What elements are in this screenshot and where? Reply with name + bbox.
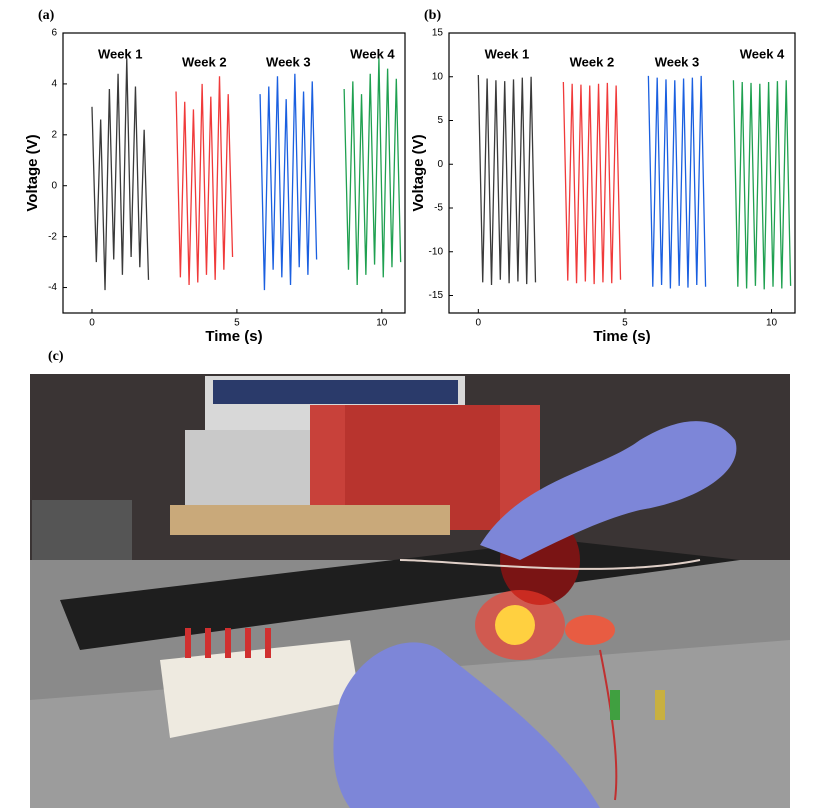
series-label: Week 1 <box>98 46 143 61</box>
signal-line <box>343 58 402 286</box>
signal-line <box>647 75 707 289</box>
signal-line <box>562 81 622 285</box>
series-label: Week 1 <box>485 46 530 61</box>
x-tick-label: 10 <box>376 318 388 329</box>
y-tick-label: -2 <box>48 231 57 242</box>
series-label: Week 3 <box>266 54 311 69</box>
y-tick-label: -10 <box>429 246 444 257</box>
y-tick-label: 2 <box>51 129 57 140</box>
x-axis-label: Time (s) <box>593 328 650 345</box>
series-label: Week 2 <box>182 54 227 69</box>
signal-line <box>259 73 318 291</box>
y-tick-label: 0 <box>51 180 57 191</box>
y-tick-label: 4 <box>51 79 57 90</box>
series-label: Week 2 <box>570 54 615 69</box>
x-tick-label: 10 <box>766 318 778 329</box>
signal-line <box>732 80 792 290</box>
y-tick-label: -5 <box>434 203 443 214</box>
y-tick-label: 10 <box>432 71 444 82</box>
panel-label: (a) <box>38 8 55 23</box>
x-tick-label: 5 <box>234 318 240 329</box>
panel-label: (c) <box>48 349 64 364</box>
y-tick-label: 5 <box>437 115 443 126</box>
y-tick-label: 6 <box>51 28 57 39</box>
signal-line <box>477 74 537 286</box>
y-tick-label: -15 <box>429 290 444 301</box>
series-label: Week 4 <box>350 46 395 61</box>
signal-line <box>175 76 234 286</box>
series-label: Week 4 <box>740 46 785 61</box>
x-tick-label: 0 <box>89 318 95 329</box>
y-tick-label: -4 <box>48 282 57 293</box>
x-tick-label: 0 <box>476 318 482 329</box>
y-axis-label: Voltage (V) <box>24 134 41 211</box>
plot-frame <box>448 32 796 314</box>
series-label: Week 3 <box>655 54 700 69</box>
y-tick-label: 0 <box>437 159 443 170</box>
signal-line <box>91 58 150 291</box>
panel-label: (b) <box>424 8 441 23</box>
photo <box>30 374 790 808</box>
plot-frame <box>62 32 406 314</box>
x-axis-label: Time (s) <box>205 328 262 345</box>
y-tick-label: 15 <box>432 28 444 39</box>
y-axis-label: Voltage (V) <box>410 134 427 211</box>
x-tick-label: 5 <box>622 318 628 329</box>
